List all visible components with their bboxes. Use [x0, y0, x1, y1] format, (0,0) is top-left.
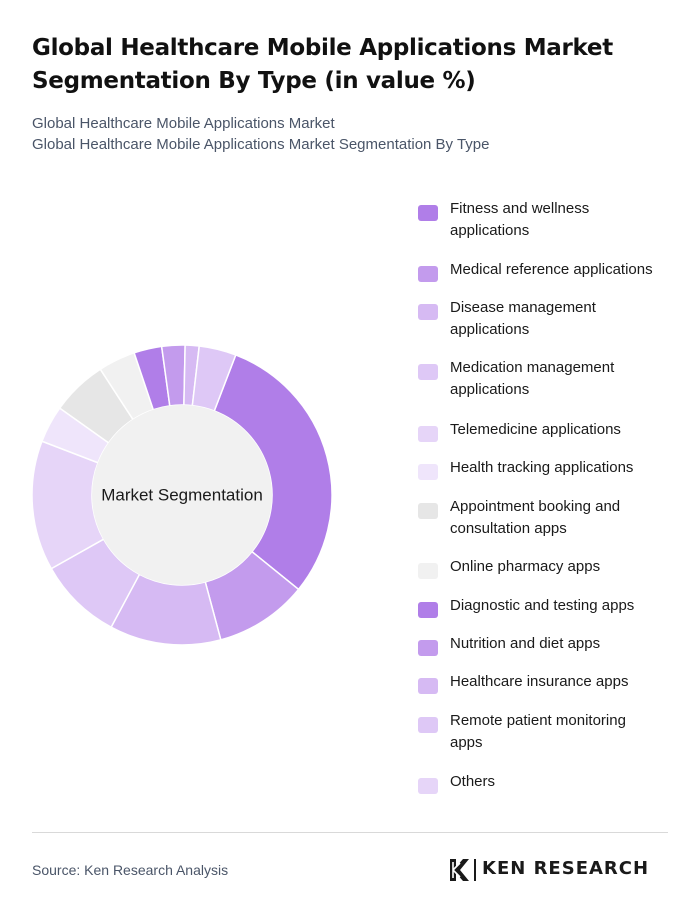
logo-separator — [474, 859, 476, 881]
legend-label-line: Appointment booking and — [450, 498, 621, 515]
legend-swatch — [418, 717, 438, 733]
legend-label-line: Medication management — [450, 359, 615, 376]
legend-label-line: applications — [450, 321, 530, 338]
legend-label: Medication management applications — [450, 357, 675, 401]
source-note: Source: Ken Research Analysis — [32, 862, 229, 878]
legend-swatch — [418, 602, 438, 618]
legend-swatch — [418, 364, 438, 380]
legend-label: Others — [450, 771, 675, 793]
legend-label-line: consultation apps — [450, 520, 567, 537]
legend-label: Medical reference applications — [450, 259, 675, 281]
legend-label-line: Healthcare insurance apps — [450, 673, 629, 690]
legend-label: Disease management applications — [450, 297, 675, 341]
ken-research-logo: KEN RESEARCH — [447, 856, 669, 884]
ken-research-logo-icon — [450, 859, 469, 881]
legend-label-line: Diagnostic and testing apps — [450, 597, 635, 614]
legend-swatch — [418, 563, 438, 579]
legend-label: Health tracking applications — [450, 457, 675, 479]
legend-swatch — [418, 205, 438, 221]
logo-text: KEN RESEARCH — [482, 858, 650, 879]
donut-center-label: Market Segmentation — [101, 486, 263, 505]
legend-label: Nutrition and diet apps — [450, 633, 675, 655]
legend-label-line: Telemedicine applications — [450, 421, 621, 438]
legend-swatch — [418, 464, 438, 480]
legend-label: Online pharmacy apps — [450, 556, 675, 578]
legend-label: Diagnostic and testing apps — [450, 595, 675, 617]
subtitle-line-1: Global Healthcare Mobile Applications Ma… — [32, 115, 335, 132]
chart-title: Global Healthcare Mobile Applications Ma… — [32, 35, 613, 94]
legend-label-line: Medical reference applications — [450, 261, 653, 278]
legend-swatch — [418, 304, 438, 320]
legend-label-line: Nutrition and diet apps — [450, 635, 601, 652]
legend-label-line: Remote patient monitoring — [450, 712, 626, 729]
legend-label: Remote patient monitoring apps — [450, 710, 675, 754]
legend-label-line: Disease management — [450, 299, 596, 316]
legend-swatch — [418, 678, 438, 694]
footer-divider — [32, 832, 668, 833]
legend-label: Telemedicine applications — [450, 419, 675, 441]
legend-swatch — [418, 503, 438, 519]
legend-label-line: applications — [450, 222, 530, 239]
donut-chart: Market Segmentation — [31, 344, 333, 646]
chart-subtitle: Global Healthcare Mobile Applications Ma… — [32, 113, 672, 155]
legend-swatch — [418, 266, 438, 282]
legend-label-line: apps — [450, 734, 483, 751]
legend-swatch — [418, 426, 438, 442]
legend-swatch — [418, 640, 438, 656]
legend-label: Healthcare insurance apps — [450, 671, 675, 693]
legend-label-line: applications — [450, 381, 530, 398]
donut-hole — [92, 405, 272, 585]
legend-label: Appointment booking and consultation apps — [450, 496, 675, 540]
legend-label-line: Others — [450, 773, 496, 790]
legend-label-line: Fitness and wellness — [450, 200, 590, 217]
legend-label-line: Health tracking applications — [450, 459, 634, 476]
subtitle-line-2: Global Healthcare Mobile Applications Ma… — [32, 136, 490, 153]
legend-swatch — [418, 778, 438, 794]
legend-label-line: Online pharmacy apps — [450, 558, 601, 575]
legend-label: Fitness and wellness applications — [450, 198, 675, 242]
